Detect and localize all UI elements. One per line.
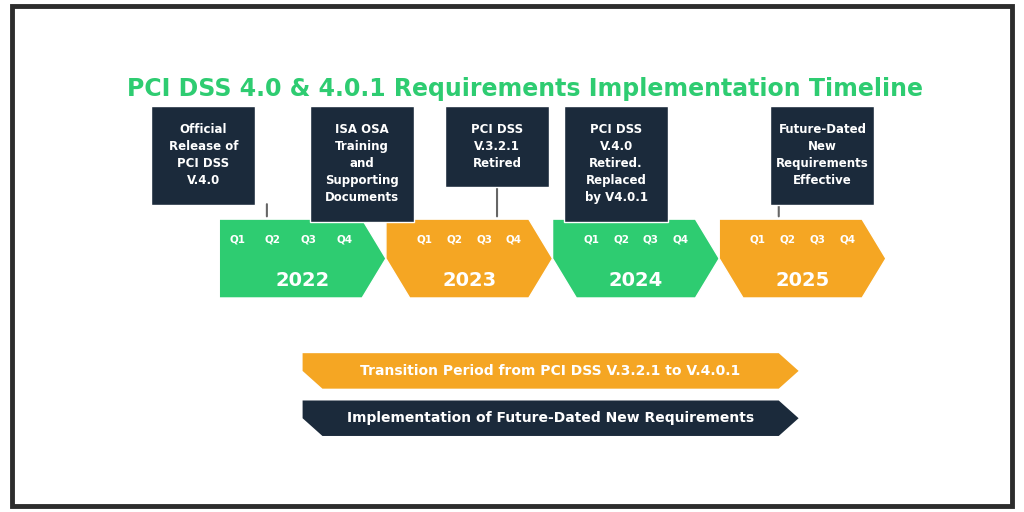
Text: Q1: Q1	[750, 234, 766, 245]
Text: PCI DSS
V.3.2.1
Retired: PCI DSS V.3.2.1 Retired	[471, 123, 523, 169]
Text: Q4: Q4	[506, 234, 522, 245]
Text: Q2: Q2	[613, 234, 629, 245]
FancyBboxPatch shape	[310, 105, 414, 222]
Polygon shape	[303, 400, 799, 436]
Polygon shape	[303, 353, 799, 389]
Text: Q3: Q3	[809, 234, 825, 245]
Text: Q3: Q3	[643, 234, 658, 245]
Text: Q2: Q2	[265, 234, 281, 245]
Text: Q2: Q2	[446, 234, 463, 245]
Text: ISA OSA
Training
and
Supporting
Documents: ISA OSA Training and Supporting Document…	[325, 123, 399, 204]
Text: PCI DSS
V.4.0
Retired.
Replaced
by V4.0.1: PCI DSS V.4.0 Retired. Replaced by V4.0.…	[585, 123, 647, 204]
Text: 2024: 2024	[609, 271, 663, 290]
Text: Q3: Q3	[301, 234, 316, 245]
Text: Transition Period from PCI DSS V.3.2.1 to V.4.0.1: Transition Period from PCI DSS V.3.2.1 t…	[360, 364, 740, 378]
Text: 2022: 2022	[275, 271, 330, 290]
Text: Official
Release of
PCI DSS
V.4.0: Official Release of PCI DSS V.4.0	[169, 123, 239, 187]
Text: Q1: Q1	[229, 234, 245, 245]
FancyBboxPatch shape	[564, 105, 668, 222]
FancyBboxPatch shape	[445, 105, 549, 187]
Text: Q4: Q4	[839, 234, 855, 245]
Text: Q1: Q1	[584, 234, 599, 245]
Text: 2025: 2025	[775, 271, 829, 290]
Polygon shape	[219, 219, 386, 298]
Text: Q4: Q4	[336, 234, 352, 245]
Text: Q4: Q4	[673, 234, 688, 245]
Polygon shape	[553, 219, 719, 298]
FancyBboxPatch shape	[152, 105, 255, 205]
FancyBboxPatch shape	[770, 105, 874, 205]
Text: Q2: Q2	[779, 234, 796, 245]
Text: Q1: Q1	[417, 234, 432, 245]
Text: Implementation of Future-Dated New Requirements: Implementation of Future-Dated New Requi…	[347, 411, 754, 425]
Text: PCI DSS 4.0 & 4.0.1 Requirements Implementation Timeline: PCI DSS 4.0 & 4.0.1 Requirements Impleme…	[127, 77, 923, 101]
Polygon shape	[386, 219, 553, 298]
Polygon shape	[719, 219, 886, 298]
Text: 2023: 2023	[442, 271, 497, 290]
Text: Future-Dated
New
Requirements
Effective: Future-Dated New Requirements Effective	[776, 123, 868, 187]
Text: Q3: Q3	[476, 234, 493, 245]
